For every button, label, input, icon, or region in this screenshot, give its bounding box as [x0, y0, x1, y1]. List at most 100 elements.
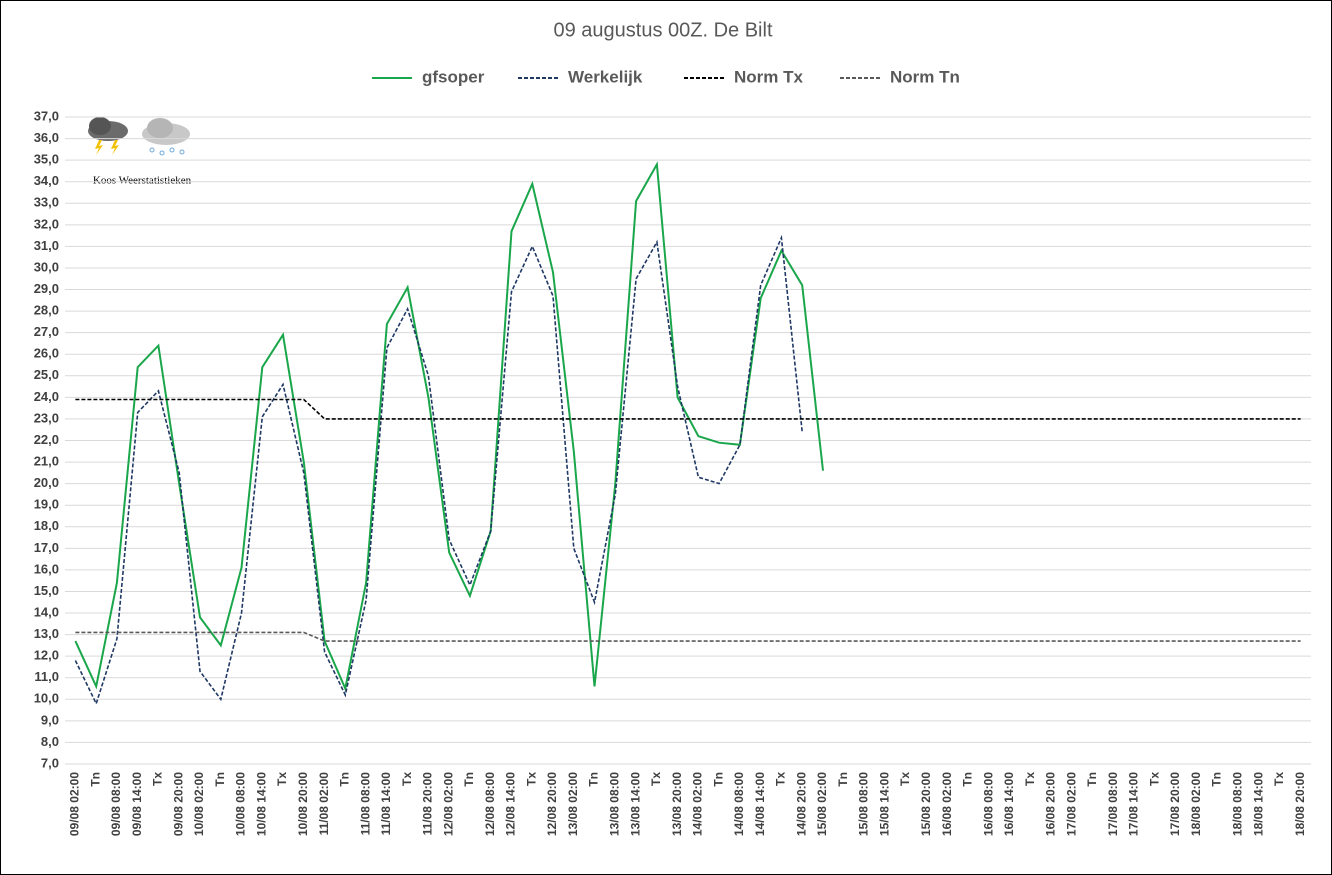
y-tick-label: 21,0 — [34, 454, 59, 469]
x-tick-label: 17/08 14:00 — [1127, 772, 1141, 836]
y-tick-label: 35,0 — [34, 152, 59, 167]
y-tick-label: 31,0 — [34, 238, 59, 253]
x-tick-label: 10/08 20:00 — [296, 772, 310, 836]
x-tick-label: 16/08 20:00 — [1044, 772, 1058, 836]
x-tick-label: 18/08 20:00 — [1293, 772, 1307, 836]
x-tick-label: 15/08 14:00 — [877, 772, 891, 836]
y-tick-label: 13,0 — [34, 626, 59, 641]
x-tick-label: 10/08 02:00 — [192, 772, 206, 836]
x-tick-label: Tx — [275, 772, 289, 786]
chart-title: 09 augustus 00Z. De Bilt — [553, 19, 772, 41]
y-tick-label: 27,0 — [34, 324, 59, 339]
legend-label: Norm Tx — [734, 67, 804, 86]
x-tick-label: 09/08 20:00 — [171, 772, 185, 836]
y-tick-label: 29,0 — [34, 281, 59, 296]
x-tick-label: Tx — [1272, 772, 1286, 786]
x-tick-label: 17/08 08:00 — [1106, 772, 1120, 836]
x-tick-label: Tn — [961, 772, 975, 787]
x-tick-label: Tn — [213, 772, 227, 787]
x-tick-label: 17/08 02:00 — [1064, 772, 1078, 836]
x-tick-label: 11/08 14:00 — [379, 772, 393, 836]
y-tick-label: 14,0 — [34, 604, 59, 619]
legend-label: Werkelijk — [568, 67, 643, 86]
x-tick-label: 14/08 20:00 — [794, 772, 808, 836]
legend-label: gfsoper — [422, 67, 485, 86]
x-tick-label: 11/08 20:00 — [421, 772, 435, 836]
y-tick-label: 15,0 — [34, 583, 59, 598]
x-tick-label: 18/08 08:00 — [1230, 772, 1244, 836]
series-line — [74, 161, 824, 692]
x-tick-label: Tx — [151, 772, 165, 786]
y-tick-label: 33,0 — [34, 195, 59, 210]
series-line — [75, 631, 1301, 642]
x-tick-label: 12/08 02:00 — [441, 772, 455, 836]
y-tick-label: 12,0 — [34, 648, 59, 663]
x-tick-label: Tn — [1085, 772, 1099, 787]
logo-icons — [88, 117, 190, 156]
x-tick-label: Tx — [898, 772, 912, 786]
x-tick-label: 15/08 20:00 — [919, 772, 933, 836]
x-tick-label: 16/08 08:00 — [981, 772, 995, 836]
y-tick-label: 19,0 — [34, 497, 59, 512]
x-tick-label: Tx — [774, 772, 788, 786]
y-tick-label: 18,0 — [34, 518, 59, 533]
y-tick-label: 34,0 — [34, 173, 59, 188]
y-tick-label: 10,0 — [34, 691, 59, 706]
x-tick-label: 18/08 02:00 — [1189, 772, 1203, 836]
x-tick-label: 18/08 14:00 — [1251, 772, 1265, 836]
x-tick-label: Tn — [587, 772, 601, 787]
x-tick-label: 11/08 02:00 — [317, 772, 331, 836]
y-tick-label: 37,0 — [34, 108, 59, 123]
y-tick-label: 30,0 — [34, 259, 59, 274]
x-tick-label: Tn — [1210, 772, 1224, 787]
y-tick-label: 20,0 — [34, 475, 59, 490]
y-tick-label: 11,0 — [34, 669, 59, 684]
series-line — [75, 398, 1301, 420]
x-tick-label: Tx — [400, 772, 414, 786]
x-tick-label: 09/08 08:00 — [109, 772, 123, 836]
x-tick-label: Tn — [462, 772, 476, 787]
x-tick-label: 10/08 14:00 — [254, 772, 268, 836]
x-tick-label: 12/08 20:00 — [545, 772, 559, 836]
y-tick-label: 36,0 — [34, 130, 59, 145]
y-tick-label: 17,0 — [34, 540, 59, 555]
x-tick-label: Tn — [711, 772, 725, 787]
x-tick-label: 10/08 08:00 — [234, 772, 248, 836]
x-tick-label: Tn — [836, 772, 850, 787]
x-tick-label: 11/08 08:00 — [358, 772, 372, 836]
y-tick-label: 32,0 — [34, 216, 59, 231]
x-tick-label: 13/08 02:00 — [566, 772, 580, 836]
x-tick-label: Tn — [338, 772, 352, 787]
legend-label: Norm Tn — [890, 67, 960, 86]
x-tick-label: 17/08 20:00 — [1168, 772, 1182, 836]
x-tick-label: 12/08 14:00 — [504, 772, 518, 836]
x-tick-label: 12/08 08:00 — [483, 772, 497, 836]
x-tick-label: 14/08 14:00 — [753, 772, 767, 836]
y-tick-label: 25,0 — [34, 367, 59, 382]
x-tick-label: 09/08 14:00 — [130, 772, 144, 836]
x-tick-label: 13/08 14:00 — [628, 772, 642, 836]
x-tick-label: Tn — [88, 772, 102, 787]
y-tick-label: 22,0 — [34, 432, 59, 447]
watermark: Koos Weerstatistieken — [93, 175, 192, 187]
x-tick-label: 15/08 02:00 — [815, 772, 829, 836]
y-tick-label: 24,0 — [34, 389, 59, 404]
x-tick-label: Tx — [524, 772, 538, 786]
x-tick-label: 13/08 08:00 — [607, 772, 621, 836]
x-tick-label: 13/08 20:00 — [670, 772, 684, 836]
x-tick-label: Tx — [1023, 772, 1037, 786]
x-tick-label: 16/08 02:00 — [940, 772, 954, 836]
x-tick-label: 15/08 08:00 — [857, 772, 871, 836]
x-tick-label: 16/08 14:00 — [1002, 772, 1016, 836]
y-tick-label: 28,0 — [34, 303, 59, 318]
x-tick-label: 14/08 08:00 — [732, 772, 746, 836]
y-tick-label: 8,0 — [41, 734, 59, 749]
x-tick-label: 14/08 02:00 — [691, 772, 705, 836]
x-tick-label: Tx — [1147, 772, 1161, 786]
y-tick-label: 16,0 — [34, 561, 59, 576]
y-tick-label: 9,0 — [41, 712, 59, 727]
y-tick-label: 7,0 — [41, 755, 59, 770]
y-tick-label: 26,0 — [34, 346, 59, 361]
